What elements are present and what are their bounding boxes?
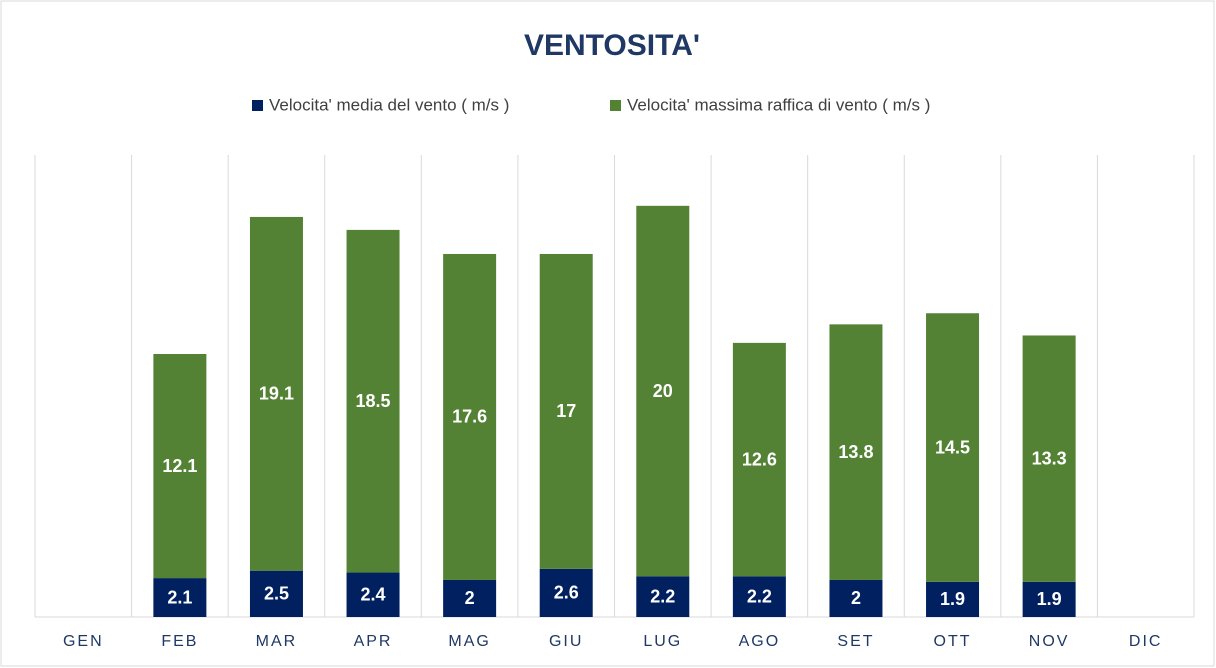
- x-tick-label: MAG: [448, 633, 490, 650]
- bar-segment: [732, 342, 786, 577]
- x-tick-label: FEB: [161, 633, 198, 650]
- legend-label: Velocita' media del vento ( m/s ): [269, 95, 509, 114]
- data-label: 2: [851, 588, 861, 608]
- data-label: 1.9: [1037, 589, 1062, 609]
- data-label: 2.4: [361, 585, 386, 605]
- x-tick-label: APR: [354, 633, 393, 650]
- data-label: 20: [653, 381, 673, 401]
- data-label: 14.5: [935, 437, 970, 457]
- x-tick-label: MAR: [256, 633, 298, 650]
- x-tick-label: OTT: [934, 633, 972, 650]
- data-label: 12.6: [742, 449, 777, 469]
- bar-segment: [539, 253, 593, 569]
- bar-segment: [443, 579, 497, 617]
- data-label: 2.1: [167, 587, 192, 607]
- bar-segment: [153, 353, 207, 579]
- bar-segment: [829, 324, 883, 580]
- data-label: 19.1: [259, 384, 294, 404]
- data-label: 13.3: [1032, 448, 1067, 468]
- bar-segment: [153, 578, 207, 617]
- data-label: 1.9: [940, 589, 965, 609]
- legend-label: Velocita' massima raffica di vento ( m/s…: [627, 95, 930, 114]
- bar-segment: [539, 568, 593, 617]
- bar-segment: [346, 572, 400, 617]
- x-tick-label: LUG: [643, 633, 682, 650]
- bar-segment: [1022, 581, 1076, 617]
- data-label: 2.5: [264, 584, 289, 604]
- x-tick-label: GEN: [63, 633, 104, 650]
- x-tick-label: GIU: [549, 633, 583, 650]
- bar-segment: [636, 205, 690, 577]
- data-label: 2.2: [650, 586, 675, 606]
- data-label: 18.5: [356, 391, 391, 411]
- bar-segment: [1022, 335, 1076, 582]
- x-tick-label: SET: [837, 633, 874, 650]
- bar-segment: [249, 216, 303, 571]
- bar-segment: [926, 313, 980, 582]
- data-label: 12.1: [162, 456, 197, 476]
- data-label: 17.6: [452, 407, 487, 427]
- bar-segment: [636, 576, 690, 617]
- bar-segment: [249, 570, 303, 617]
- bar-segment: [926, 581, 980, 617]
- legend-swatch: [252, 100, 263, 111]
- x-tick-label: DIC: [1129, 633, 1163, 650]
- bar-segment: [732, 576, 786, 617]
- bar-segment: [443, 253, 497, 580]
- data-label: 2: [465, 588, 475, 608]
- x-tick-label: NOV: [1029, 633, 1070, 650]
- data-label: 17: [556, 401, 576, 421]
- bar-segment: [829, 579, 883, 617]
- data-label: 2.2: [747, 586, 772, 606]
- legend-swatch: [610, 100, 621, 111]
- chart-title: VENTOSITA': [524, 29, 700, 62]
- data-label: 13.8: [838, 442, 873, 462]
- data-label: 2.6: [554, 583, 579, 603]
- bar-segment: [346, 229, 400, 573]
- x-tick-label: AGO: [739, 633, 781, 650]
